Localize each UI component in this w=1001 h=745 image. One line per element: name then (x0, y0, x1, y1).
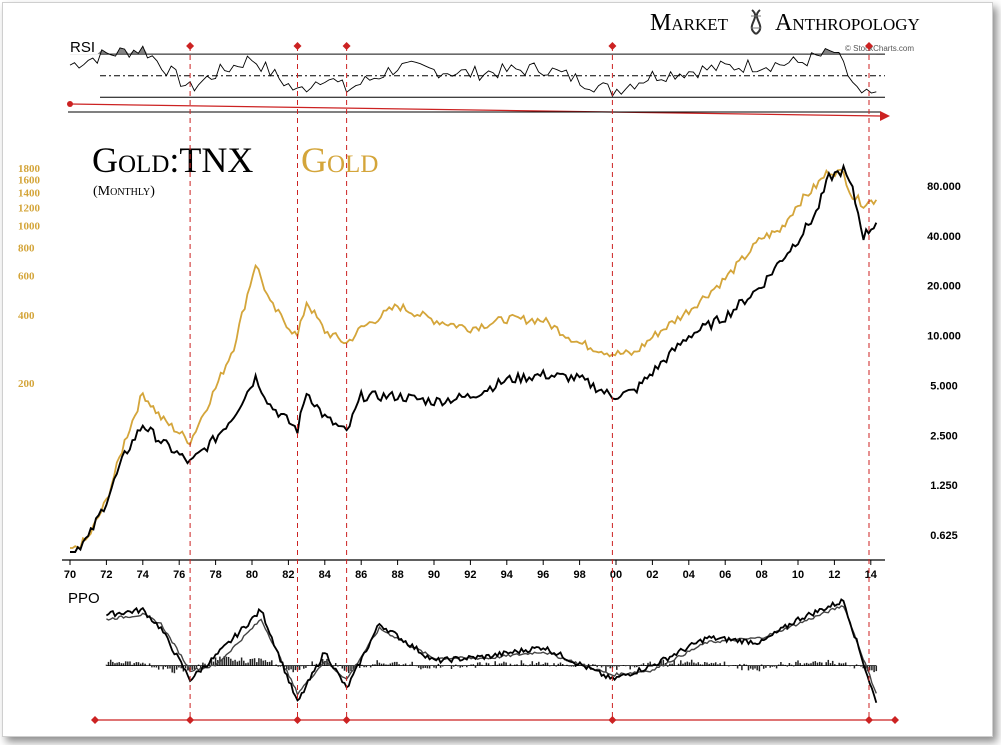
rsi-panel (67, 45, 890, 121)
chart-title: Gold:TNX (92, 140, 253, 180)
cycle-markers (91, 42, 899, 724)
left-axis-tick-label: 800 (18, 242, 35, 254)
brand: Market Anthropology © StockCharts.com (650, 9, 920, 53)
x-axis-tick-label: 78 (209, 569, 221, 581)
ppo-title: PPO (68, 590, 100, 607)
right-axis-tick-label: 20.000 (927, 281, 961, 293)
x-axis-tick-label: 02 (646, 569, 658, 581)
rsi-trend-start-dot (67, 101, 73, 107)
cycle-marker-bottom-diamond (342, 716, 351, 724)
cycle-marker-top-diamond (186, 42, 195, 50)
x-axis-tick-label: 14 (865, 569, 878, 581)
rsi-trendline (69, 103, 881, 117)
x-axis-tick-label: 88 (391, 569, 403, 581)
brand-right: Anthropology (775, 10, 920, 36)
baseline-start-diamond (91, 716, 99, 724)
ppo-line (105, 598, 878, 703)
x-axis-tick-label: 94 (501, 569, 514, 581)
chart-frame (2, 2, 993, 737)
left-axis-tick-label: 200 (18, 378, 35, 390)
x-axis-tick-label: 84 (319, 569, 332, 581)
cycle-marker-bottom-diamond (865, 716, 873, 724)
rsi-trend-arrowhead (880, 111, 890, 121)
stockcharts-credit: © StockCharts.com (845, 44, 914, 53)
x-axis-tick-label: 04 (683, 569, 696, 581)
x-axis-tick-label: 72 (100, 569, 112, 581)
x-axis-tick-label: 98 (573, 569, 585, 581)
x-axis-tick-label: 86 (355, 569, 367, 581)
x-axis-tick-label: 06 (719, 569, 731, 581)
cycle-marker-bottom-diamond (186, 716, 195, 724)
left-axis-tick-label: 1400 (18, 188, 41, 200)
x-axis-tick-label: 12 (828, 569, 840, 581)
cycle-marker-bottom-diamond (293, 716, 302, 724)
baseline-end-diamond (891, 716, 899, 724)
left-axis-tick-label: 1200 (18, 203, 41, 215)
ppo-panel (95, 598, 895, 721)
left-axis-tick-label: 1800 (18, 163, 41, 175)
cycle-marker-top-diamond (865, 42, 873, 50)
ppo-signal-line (106, 605, 877, 697)
left-axis-tick-label: 1000 (18, 221, 41, 233)
x-axis-tick-label: 76 (173, 569, 185, 581)
x-axis-tick-label: 82 (282, 569, 294, 581)
x-axis-tick-label: 96 (537, 569, 549, 581)
x-axis-tick-label: 00 (610, 569, 622, 581)
brand-left: Market (650, 10, 729, 36)
right-axis-tick-label: 40.000 (927, 231, 961, 243)
x-axis-tick-label: 80 (246, 569, 258, 581)
right-axis-tick-label: 5.000 (930, 380, 958, 392)
dna-icon (750, 9, 762, 35)
cycle-marker-bottom-diamond (608, 716, 617, 724)
rsi-line (69, 45, 877, 98)
cycle-marker-top-diamond (608, 42, 617, 50)
right-axis-tick-label: 1.250 (930, 480, 958, 492)
chart-title-gold: Gold (301, 140, 378, 180)
left-axis-tick-label: 600 (18, 271, 35, 283)
x-axis-tick-label: 10 (792, 569, 804, 581)
cycle-marker-top-diamond (293, 42, 302, 50)
gold-tnx-series-line (70, 162, 878, 553)
cycle-marker-top-diamond (342, 42, 351, 50)
right-axis-tick-label: 80.000 (927, 181, 961, 193)
rsi-title: RSI (70, 39, 95, 56)
axes: 70 72 74 76 78 80 82 84 86 88 90 92 94 96 98 00 02 04 06 08… (62, 559, 885, 581)
x-axis-tick-label: 92 (464, 569, 476, 581)
x-axis-tick-label: 90 (428, 569, 440, 581)
chart-subtitle: (Monthly) (93, 184, 155, 199)
left-axis-tick-label: 400 (18, 310, 35, 322)
x-axis-tick-label: 74 (137, 569, 150, 581)
gold-series-line (70, 168, 878, 550)
x-axis-tick-label: 70 (64, 569, 76, 581)
right-axis-tick-label: 0.625 (930, 530, 958, 542)
right-axis-tick-label: 10.000 (927, 331, 961, 343)
right-axis-tick-label: 2.500 (930, 430, 958, 442)
left-axis-tick-label: 1600 (18, 175, 41, 187)
x-axis-tick-label: 08 (755, 569, 767, 581)
